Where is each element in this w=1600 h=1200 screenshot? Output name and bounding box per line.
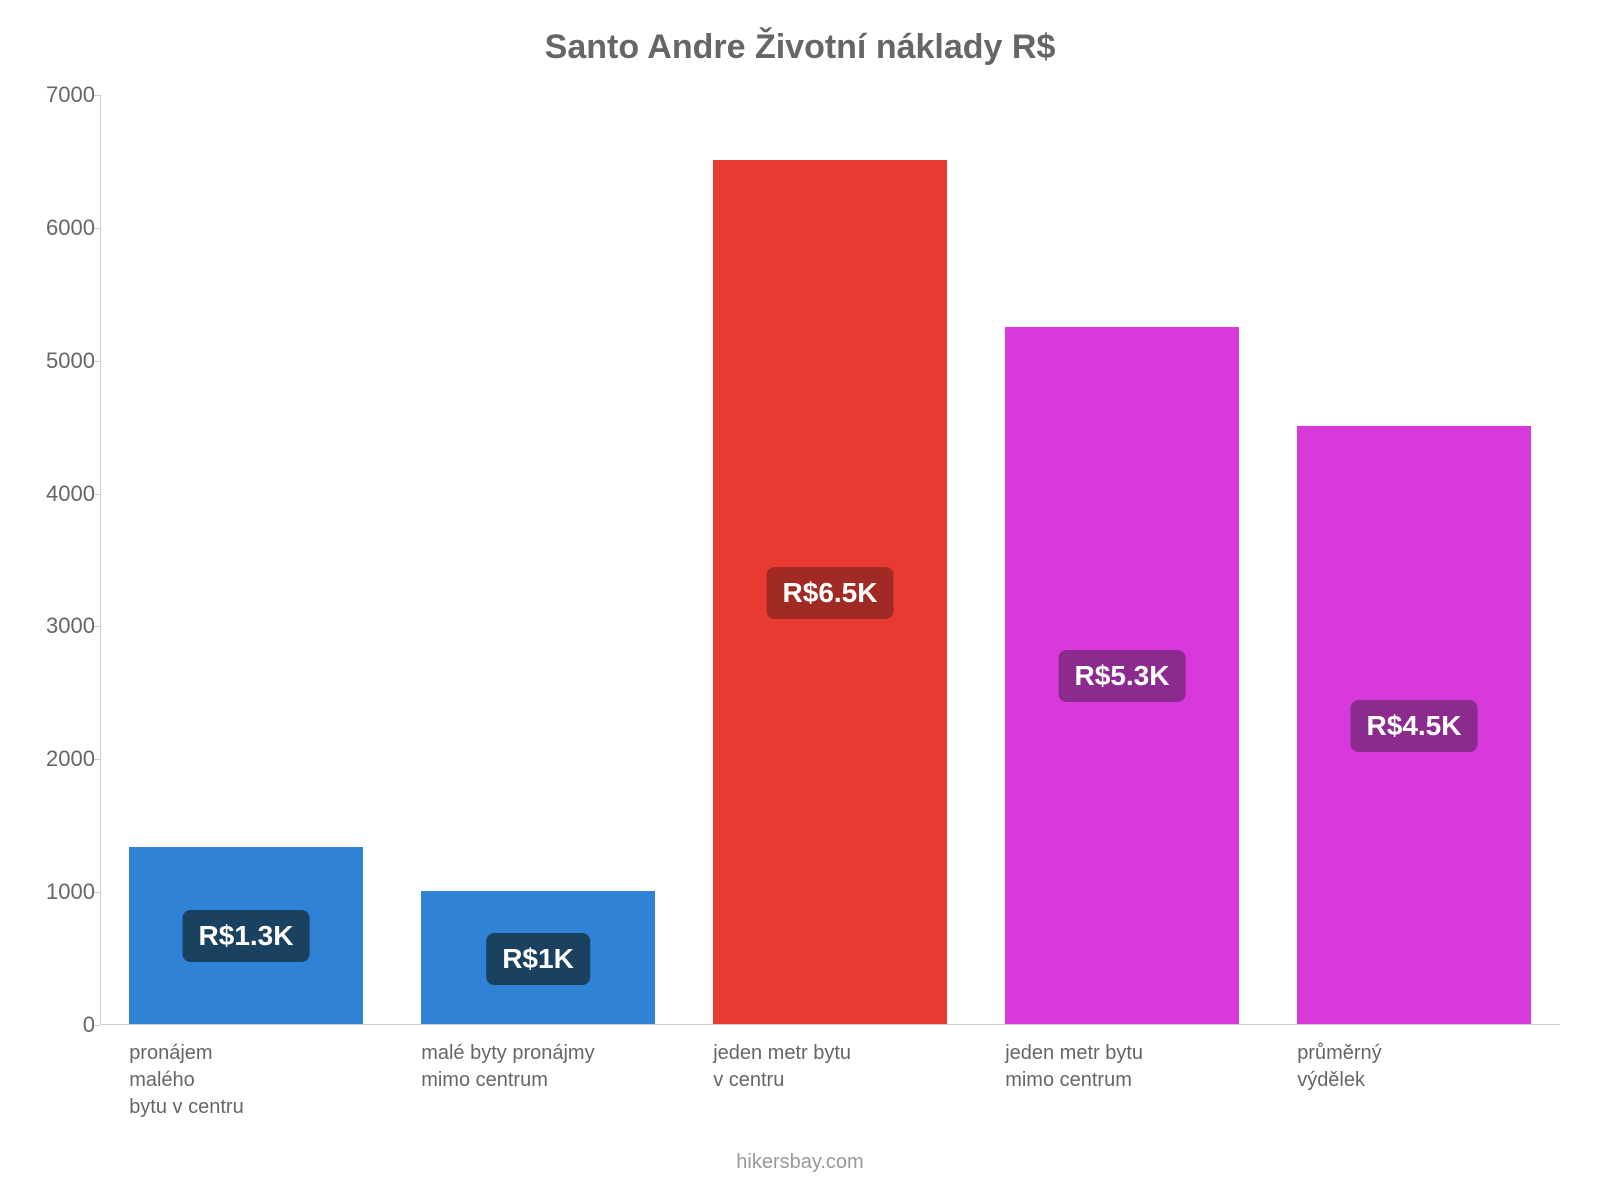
y-tick-mark [94, 228, 100, 229]
y-tick-mark [94, 892, 100, 893]
y-tick-mark [94, 1025, 100, 1026]
y-tick-label: 6000 [25, 215, 95, 241]
x-category-label: malé byty pronájmymimo centrum [421, 1040, 655, 1094]
bar-value-badge: R$6.5K [767, 567, 894, 619]
y-tick-label: 5000 [25, 348, 95, 374]
x-category-label: pronájemmaléhobytu v centru [129, 1040, 363, 1121]
cost-of-living-chart: Santo Andre Životní náklady R$ R$1.3KR$1… [0, 0, 1600, 1200]
x-category-label: jeden metr bytumimo centrum [1005, 1040, 1239, 1094]
y-tick-label: 2000 [25, 746, 95, 772]
bar-value-badge: R$5.3K [1059, 650, 1186, 702]
bar-value-badge: R$1K [486, 933, 590, 985]
y-tick-label: 1000 [25, 879, 95, 905]
y-tick-label: 3000 [25, 613, 95, 639]
y-tick-mark [94, 494, 100, 495]
attribution: hikersbay.com [0, 1151, 1600, 1174]
x-category-label: jeden metr bytuv centru [713, 1040, 947, 1094]
y-tick-mark [94, 361, 100, 362]
bar-value-badge: R$1.3K [183, 910, 310, 962]
chart-title: Santo Andre Životní náklady R$ [0, 28, 1600, 67]
y-tick-label: 0 [25, 1012, 95, 1038]
y-tick-mark [94, 626, 100, 627]
y-tick-mark [94, 95, 100, 96]
y-tick-label: 4000 [25, 481, 95, 507]
x-category-label: průměrnývýdělek [1297, 1040, 1531, 1094]
bars-container: R$1.3K R$1K R$6.5K R$5.3K R$4.5K [100, 95, 1560, 1025]
bar-value-badge: R$4.5K [1351, 700, 1478, 752]
y-tick-mark [94, 759, 100, 760]
plot-area: R$1.3KR$1KR$6.5KR$5.3KR$4.5K 01000200030… [100, 95, 1560, 1025]
y-tick-label: 7000 [25, 82, 95, 108]
